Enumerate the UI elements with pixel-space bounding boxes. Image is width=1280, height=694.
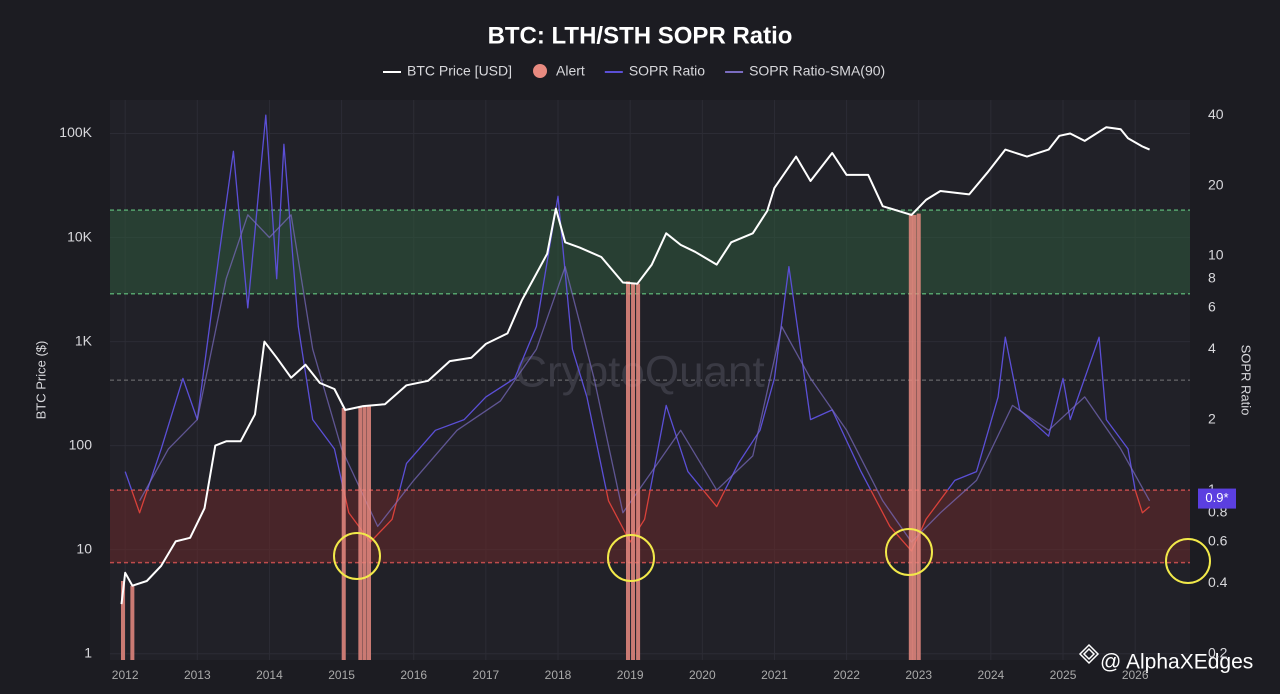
- chart-title: BTC: LTH/STH SOPR Ratio: [488, 22, 793, 49]
- x-tick-label: 2017: [473, 668, 500, 682]
- x-tick-label: 2019: [617, 668, 644, 682]
- alert-bar: [366, 406, 371, 660]
- zone: [110, 210, 1190, 294]
- y-tick-label: 10K: [67, 228, 93, 244]
- x-tick-label: 2023: [905, 668, 932, 682]
- x-tick-label: 2021: [761, 668, 788, 682]
- alert-bar: [636, 283, 641, 660]
- alert-bar: [631, 283, 636, 660]
- x-tick-label: 2015: [328, 668, 355, 682]
- legend-swatch: [533, 64, 548, 78]
- alert-bar: [912, 214, 917, 661]
- x-tick-label: 2025: [1050, 668, 1077, 682]
- zone: [110, 490, 1190, 563]
- x-tick-label: 2018: [545, 668, 572, 682]
- circle: [333, 532, 381, 580]
- alert-bar: [120, 580, 125, 660]
- legend-label: SOPR Ratio: [629, 63, 705, 79]
- brand-icon: [1078, 643, 1100, 665]
- legend-label: BTC Price [USD]: [407, 63, 512, 79]
- y-tick-label: 1K: [75, 332, 93, 348]
- y2-tick-label: 20: [1208, 176, 1224, 192]
- highlight-circles: [333, 528, 1211, 584]
- sopr-line: [124, 114, 1136, 491]
- credit: @ AlphaXEdges: [1100, 651, 1253, 674]
- x-tick-label: 2012: [112, 668, 139, 682]
- circle: [885, 528, 933, 576]
- y2-tick-label: 0.6: [1208, 533, 1228, 549]
- alert-bar: [362, 406, 367, 660]
- y-tick-label: 100K: [59, 124, 92, 140]
- alert-bar: [130, 585, 135, 660]
- y2-tick-label: 4: [1208, 340, 1216, 356]
- alert-bar: [341, 408, 346, 660]
- x-tick-label: 2026: [1122, 668, 1149, 682]
- x-tick-label: 2014: [256, 668, 283, 682]
- y-tick-label: 10: [76, 540, 92, 556]
- current-badge: [1198, 488, 1236, 509]
- alert-bar: [916, 213, 921, 660]
- y2-tick-label: 10: [1208, 247, 1224, 263]
- y-tick-label: 100: [69, 436, 93, 452]
- alert-bar: [625, 281, 630, 660]
- series-line: [139, 214, 1151, 543]
- circle: [1165, 538, 1211, 584]
- y2-tick-label: 0.4: [1208, 574, 1228, 590]
- y2-tick-label: 0.2: [1208, 644, 1228, 660]
- current-label: 0.9*: [1205, 490, 1228, 505]
- x-tick-label: 2020: [689, 668, 716, 682]
- y2-axis-label: SOPR Ratio: [1239, 345, 1254, 416]
- y2-tick-label: 8: [1208, 269, 1216, 285]
- x-tick-label: 2024: [978, 668, 1005, 682]
- y2-tick-label: 6: [1208, 299, 1216, 315]
- y2-tick-label: 40: [1208, 106, 1224, 122]
- legend-label: Alert: [556, 63, 585, 79]
- legend-label: SOPR Ratio-SMA(90): [749, 63, 885, 79]
- x-tick-label: 2013: [184, 668, 211, 682]
- series-line: [120, 126, 1150, 605]
- x-tick-label: 2016: [400, 668, 427, 682]
- alert-bar: [908, 213, 913, 660]
- x-tick-label: 2022: [833, 668, 860, 682]
- y-axis-label: BTC Price ($): [33, 341, 48, 420]
- y-tick-label: 1: [84, 644, 92, 660]
- circle: [607, 534, 655, 582]
- y2-tick-label: 2: [1208, 410, 1216, 426]
